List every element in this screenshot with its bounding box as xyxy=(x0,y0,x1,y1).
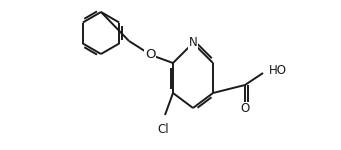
Text: HO: HO xyxy=(269,63,287,76)
Text: Cl: Cl xyxy=(157,123,169,136)
Text: N: N xyxy=(189,36,197,50)
Text: O: O xyxy=(145,48,155,62)
Text: O: O xyxy=(240,102,250,116)
